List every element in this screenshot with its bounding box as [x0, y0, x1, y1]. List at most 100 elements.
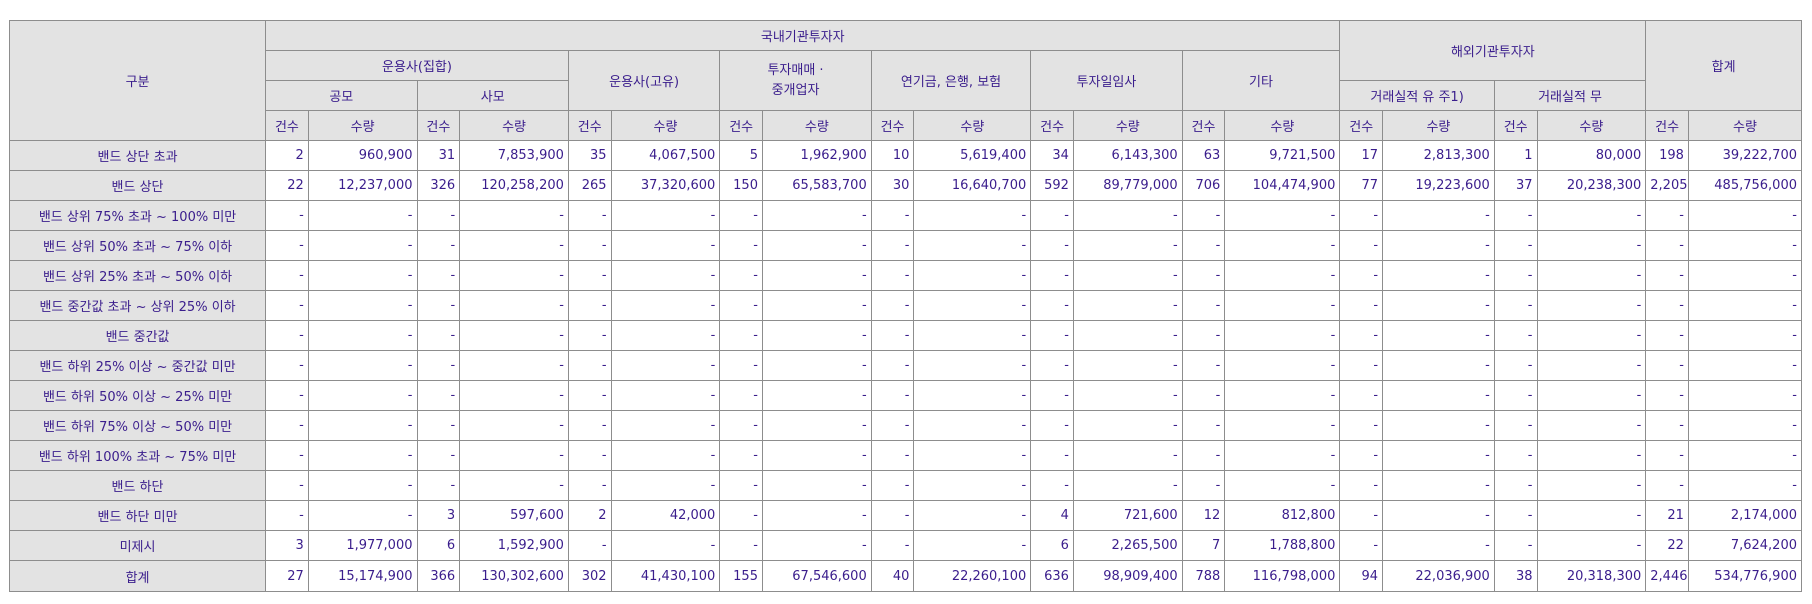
count-cell: -: [1339, 290, 1384, 321]
subheader-quantity: 수량: [1224, 110, 1341, 141]
count-cell: -: [719, 500, 763, 531]
quantity-cell: -: [913, 200, 1032, 231]
quantity-cell: -: [1382, 440, 1495, 471]
quantity-cell: -: [307, 260, 418, 291]
quantity-cell: -: [913, 380, 1032, 411]
row-label: 밴드 상위 75% 초과 ~ 100% 미만: [8, 200, 267, 231]
quantity-cell: -: [761, 410, 872, 441]
count-cell: -: [1181, 380, 1226, 411]
quantity-cell: -: [1687, 320, 1803, 351]
quantity-cell: -: [1382, 200, 1495, 231]
count-cell: -: [1339, 200, 1384, 231]
count-cell: 77: [1339, 170, 1384, 201]
quantity-cell: -: [761, 380, 872, 411]
count-cell: 34: [1030, 140, 1074, 171]
quantity-cell: -: [459, 290, 569, 321]
table-row: 밴드 상단 초과 2 960,900 31 7,853,900 35 4,067,500 5 1…: [8, 140, 1803, 171]
count-cell: -: [265, 230, 309, 261]
count-cell: -: [1030, 260, 1074, 291]
count-cell: 2,205: [1645, 170, 1689, 201]
quantity-cell: -: [307, 350, 418, 381]
count-cell: 198: [1645, 140, 1689, 171]
count-cell: -: [265, 410, 309, 441]
count-cell: -: [1339, 410, 1384, 441]
quantity-cell: -: [307, 500, 418, 531]
count-cell: 302: [567, 560, 612, 592]
count-cell: -: [567, 440, 612, 471]
count-cell: -: [1181, 290, 1226, 321]
quantity-cell: -: [761, 290, 872, 321]
count-cell: -: [416, 230, 461, 261]
quantity-cell: -: [1382, 380, 1495, 411]
count-cell: 2,446: [1645, 560, 1689, 592]
count-cell: 17: [1339, 140, 1384, 171]
quantity-cell: -: [913, 260, 1032, 291]
quantity-cell: -: [459, 230, 569, 261]
count-cell: -: [416, 380, 461, 411]
demand-forecast-table-wrapper: 구분 국내기관투자자 해외기관투자자 합계 운용사(집합) 운용사(고유) 투자…: [8, 20, 1803, 592]
subheader-count: 건수: [719, 110, 763, 141]
quantity-cell: -: [1536, 440, 1647, 471]
count-cell: -: [870, 200, 915, 231]
quantity-cell: -: [307, 410, 418, 441]
header-other: 기타: [1181, 50, 1341, 111]
count-cell: -: [1030, 470, 1074, 501]
quantity-cell: -: [1687, 440, 1803, 471]
count-cell: -: [1339, 350, 1384, 381]
count-cell: -: [870, 320, 915, 351]
count-cell: 38: [1493, 560, 1538, 592]
row-label: 밴드 하위 50% 이상 ~ 25% 미만: [8, 380, 267, 411]
subheader-quantity: 수량: [1687, 110, 1803, 141]
quantity-cell: 1,592,900: [459, 530, 569, 561]
header-trade-record-yes: 거래실적 유 주1): [1339, 80, 1495, 111]
quantity-cell: -: [1382, 500, 1495, 531]
header-discretionary: 투자일임사: [1030, 50, 1183, 111]
quantity-cell: -: [459, 200, 569, 231]
table-row: 밴드 하위 50% 이상 ~ 25% 미만 - - - - - - - - - - - - - - - - - - -…: [8, 380, 1803, 411]
header-broker: 투자매매 · 중개업자: [719, 50, 872, 111]
count-cell: 21: [1645, 500, 1689, 531]
count-cell: -: [719, 440, 763, 471]
quantity-cell: -: [610, 320, 721, 351]
quantity-cell: -: [1072, 380, 1183, 411]
count-cell: -: [416, 200, 461, 231]
quantity-cell: -: [1072, 200, 1183, 231]
quantity-cell: -: [610, 200, 721, 231]
quantity-cell: 22,260,100: [913, 560, 1032, 592]
count-cell: 1: [1493, 140, 1538, 171]
count-cell: -: [719, 350, 763, 381]
count-cell: 63: [1181, 140, 1226, 171]
count-cell: 22: [265, 170, 309, 201]
count-cell: -: [567, 230, 612, 261]
count-cell: -: [265, 440, 309, 471]
count-cell: 6: [1030, 530, 1074, 561]
count-cell: -: [265, 260, 309, 291]
count-cell: 706: [1181, 170, 1226, 201]
quantity-cell: 15,174,900: [307, 560, 418, 592]
quantity-cell: 65,583,700: [761, 170, 872, 201]
quantity-cell: 39,222,700: [1687, 140, 1803, 171]
row-label: 밴드 중간값: [8, 320, 267, 351]
subheader-quantity: 수량: [761, 110, 872, 141]
quantity-cell: -: [610, 530, 721, 561]
quantity-cell: -: [1224, 200, 1341, 231]
quantity-cell: -: [1536, 320, 1647, 351]
quantity-cell: -: [307, 200, 418, 231]
subheader-count: 건수: [265, 110, 309, 141]
count-cell: 2: [567, 500, 612, 531]
table-row: 합계 27 15,174,900 366 130,302,600 302 41,430,10…: [8, 560, 1803, 592]
demand-forecast-table: 구분 국내기관투자자 해외기관투자자 합계 운용사(집합) 운용사(고유) 투자…: [8, 20, 1803, 592]
quantity-cell: -: [610, 470, 721, 501]
quantity-cell: -: [1382, 320, 1495, 351]
count-cell: -: [1030, 320, 1074, 351]
quantity-cell: -: [459, 320, 569, 351]
count-cell: -: [1030, 230, 1074, 261]
quantity-cell: -: [1536, 350, 1647, 381]
quantity-cell: -: [610, 350, 721, 381]
subheader-count: 건수: [567, 110, 612, 141]
count-cell: -: [567, 530, 612, 561]
table-row: 밴드 상단 22 12,237,000 326 120,258,200 265 37,320…: [8, 170, 1803, 201]
header-broker-line2: 중개업자: [771, 82, 820, 98]
row-label: 밴드 하위 100% 초과 ~ 75% 미만: [8, 440, 267, 471]
count-cell: -: [567, 290, 612, 321]
